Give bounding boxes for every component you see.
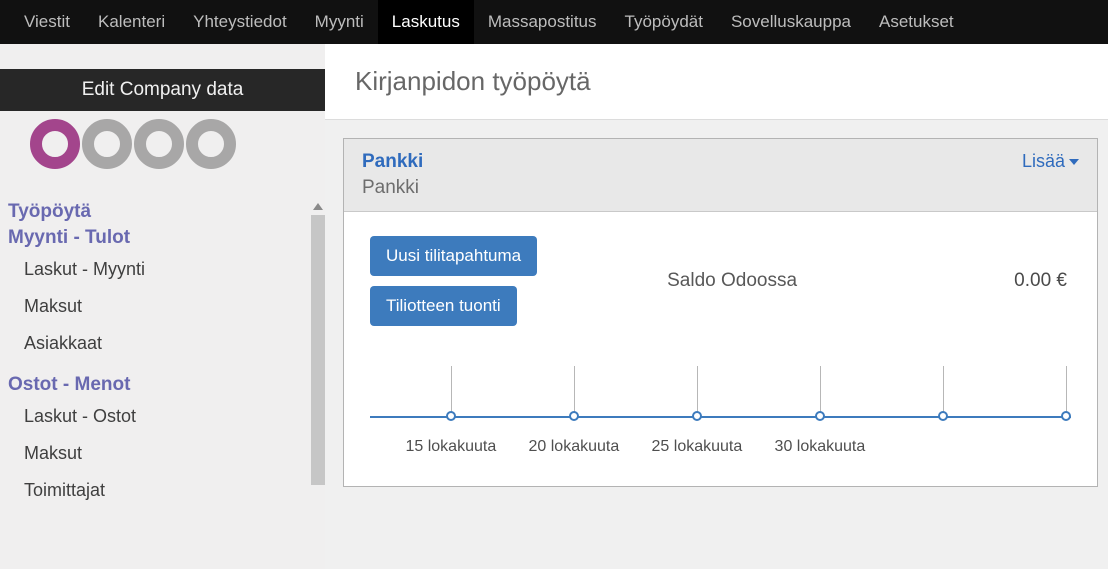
edit-company-data-button[interactable]: Edit Company data [0,69,325,111]
sidebar-item-toimittajat[interactable]: Toimittajat [0,472,325,509]
logo-circle-icon [82,119,132,169]
chart-tick-label: 25 lokakuuta [652,438,743,456]
nav-kalenteri[interactable]: Kalenteri [84,0,179,44]
top-nav: Viestit Kalenteri Yhteystiedot Myynti La… [0,0,1108,44]
nav-sovelluskauppa[interactable]: Sovelluskauppa [717,0,865,44]
logo-circle-icon [186,119,236,169]
sidebar-heading-myynti-tulot[interactable]: Myynti - Tulot [0,225,325,251]
balance-value: 0.00 € [1014,270,1067,292]
chevron-down-icon [1069,159,1079,165]
sidebar-heading-ostot-menot[interactable]: Ostot - Menot [0,372,325,398]
sidebar-heading-tyopoyta[interactable]: Työpöytä [0,199,325,225]
scroll-thumb[interactable] [311,215,325,485]
sidebar-item-maksut[interactable]: Maksut [0,288,325,325]
nav-yhteystiedot[interactable]: Yhteystiedot [179,0,301,44]
sidebar-scrollbar[interactable] [311,199,325,489]
balance-chart: 15 lokakuuta 20 lokakuuta 25 lokakuuta 30 l… [370,346,1071,476]
scroll-up-icon[interactable] [311,199,325,213]
sidebar-item-laskut-myynti[interactable]: Laskut - Myynti [0,251,325,288]
chart-tick-label: 30 lokakuuta [775,438,866,456]
odoo-logo [0,111,325,169]
sidebar: Edit Company data Työpöytä Myynti - Tulo… [0,44,325,569]
chart-point [938,411,948,421]
nav-tyopoydat[interactable]: Työpöydät [611,0,717,44]
nav-viestit[interactable]: Viestit [10,0,84,44]
chart-tick [820,366,821,416]
chart-tick [1066,366,1067,416]
main: Kirjanpidon työpöytä Pankki Pankki Lisää [325,44,1108,569]
nav-laskutus[interactable]: Laskutus [378,0,474,44]
chart-tick [943,366,944,416]
card-more-dropdown[interactable]: Lisää [1022,151,1079,172]
chart-point [692,411,702,421]
import-statement-button[interactable]: Tiliotteen tuonti [370,286,517,326]
chart-point [1061,411,1071,421]
chart-point [569,411,579,421]
sidebar-item-maksut-2[interactable]: Maksut [0,435,325,472]
nav-massapostitus[interactable]: Massapostitus [474,0,611,44]
logo-circle-icon [134,119,184,169]
card-subtitle: Pankki [362,177,1022,199]
nav-asetukset[interactable]: Asetukset [865,0,968,44]
chart-tick-label: 15 lokakuuta [405,438,496,456]
chart-tick [697,366,698,416]
logo-circle-icon [30,119,80,169]
sidebar-menu: Työpöytä Myynti - Tulot Laskut - Myynti … [0,199,325,509]
page-title: Kirjanpidon työpöytä [355,66,1108,97]
balance-label: Saldo Odoossa [667,270,797,292]
sidebar-item-asiakkaat[interactable]: Asiakkaat [0,325,325,362]
chart-point [815,411,825,421]
new-transaction-button[interactable]: Uusi tilitapahtuma [370,236,537,276]
chart-tick-label: 20 lokakuuta [528,438,619,456]
chart-tick [574,366,575,416]
bank-card: Pankki Pankki Lisää Uusi tilitapahtuma T… [343,138,1098,487]
card-title[interactable]: Pankki [362,151,1022,173]
chart-point [446,411,456,421]
nav-myynti[interactable]: Myynti [301,0,378,44]
chart-line [370,416,1071,418]
card-more-label: Lisää [1022,151,1065,172]
sidebar-item-laskut-ostot[interactable]: Laskut - Ostot [0,398,325,435]
chart-tick [451,366,452,416]
